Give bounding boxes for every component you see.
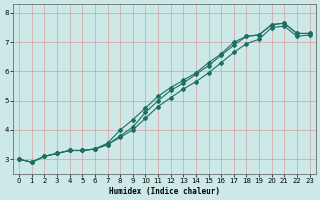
- X-axis label: Humidex (Indice chaleur): Humidex (Indice chaleur): [109, 187, 220, 196]
